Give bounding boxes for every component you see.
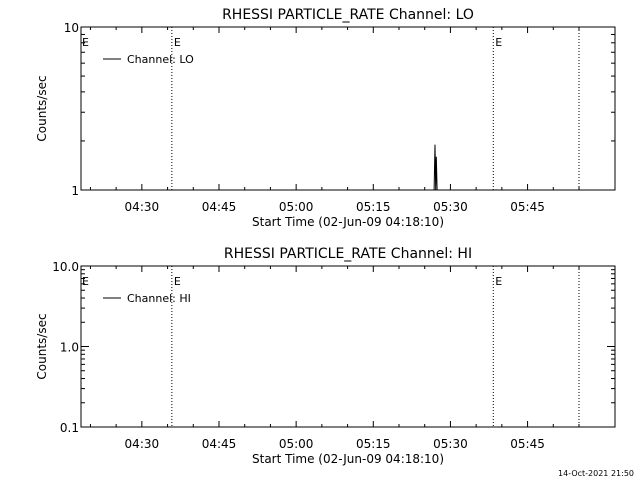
panel-1-x-tick-label: 05:45 bbox=[510, 200, 545, 214]
panel-1-legend-label: Channel: LO bbox=[127, 53, 194, 66]
panel-2-y-tick-label: 0.1 bbox=[60, 421, 79, 435]
panel-1-y-axis-label: Counts/sec bbox=[35, 75, 49, 141]
panel-1-start-marker-label: E bbox=[82, 36, 89, 49]
panel-1-title: RHESSI PARTICLE_RATE Channel: LO bbox=[222, 7, 474, 23]
panel-1-y-tick-label: 1 bbox=[71, 184, 79, 198]
panel-2-axes-frame bbox=[80, 265, 616, 428]
panel-1-series-line bbox=[433, 144, 438, 191]
panel-1-x-tick-label: 04:30 bbox=[125, 200, 160, 214]
panel-2-x-tick-label: 05:15 bbox=[356, 437, 391, 451]
panel-2-event-label: E bbox=[174, 275, 181, 288]
panel-1-event-label: E bbox=[174, 36, 181, 49]
panel-1-y-tick-label: 10 bbox=[64, 21, 79, 35]
panel-2-y-tick-label: 1.0 bbox=[60, 341, 79, 355]
panel-2-event-label: E bbox=[495, 275, 502, 288]
panel-1-axes-frame bbox=[80, 26, 616, 191]
panel-2-legend-label: Channel: HI bbox=[127, 292, 191, 305]
panel-2-x-axis-label: Start Time (02-Jun-09 04:18:10) bbox=[252, 452, 444, 466]
panel-2-start-marker-label: E bbox=[82, 275, 89, 288]
panel-1-x-tick-label: 05:30 bbox=[433, 200, 468, 214]
panel-2-y-tick-label: 10.0 bbox=[52, 260, 79, 274]
panel-2-y-axis-label: Counts/sec bbox=[35, 313, 49, 379]
panel-1-x-tick-label: 04:45 bbox=[202, 200, 237, 214]
plot-timestamp: 14-Oct-2021 21:50 bbox=[558, 469, 634, 478]
panel-2-x-tick-label: 04:30 bbox=[125, 437, 160, 451]
panel-2-x-tick-label: 05:30 bbox=[433, 437, 468, 451]
panel-2-x-tick-label: 05:00 bbox=[279, 437, 314, 451]
panel-1-x-tick-label: 05:15 bbox=[356, 200, 391, 214]
panel-1-x-axis-label: Start Time (02-Jun-09 04:18:10) bbox=[252, 215, 444, 229]
panel-2-x-tick-label: 04:45 bbox=[202, 437, 237, 451]
panel-2-x-tick-label: 05:45 bbox=[510, 437, 545, 451]
panel-2-title: RHESSI PARTICLE_RATE Channel: HI bbox=[224, 246, 472, 262]
panel-1-event-label: E bbox=[495, 36, 502, 49]
panel-1-x-tick-label: 05:00 bbox=[279, 200, 314, 214]
